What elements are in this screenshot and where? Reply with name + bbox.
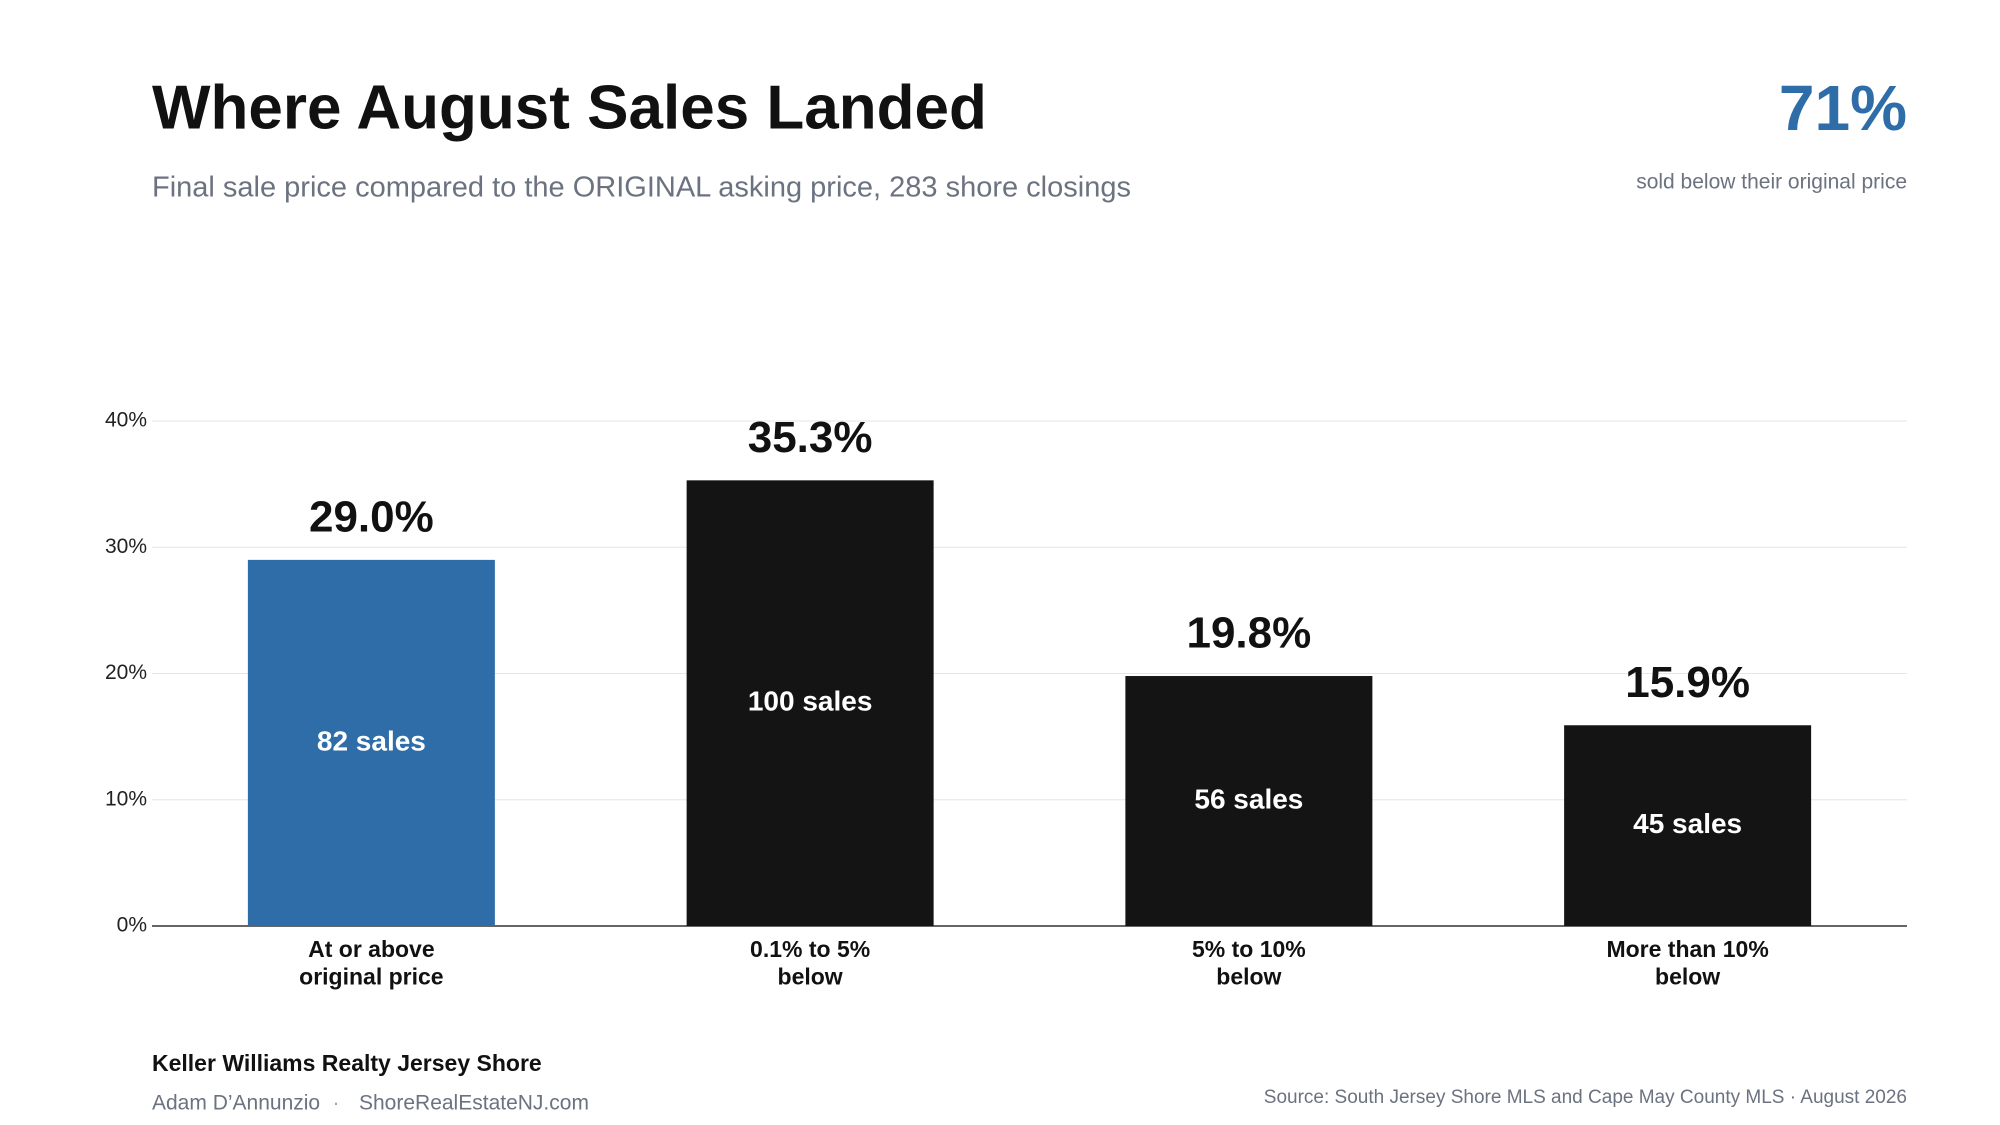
chart-subtitle: Final sale price compared to the ORIGINA… bbox=[152, 172, 1131, 204]
x-tick-label: At or above original price bbox=[299, 936, 443, 990]
x-tick-label: 0.1% to 5% below bbox=[750, 936, 870, 990]
chart-title: Where August Sales Landed bbox=[152, 73, 987, 142]
y-tick-label: 0% bbox=[117, 914, 147, 937]
footer-separator: · bbox=[333, 1092, 340, 1115]
x-tick-label: 5% to 10% below bbox=[1192, 936, 1306, 990]
bar-label: 100 sales bbox=[748, 686, 873, 717]
footer-brand: Keller Williams Realty Jersey Shore bbox=[152, 1050, 542, 1076]
value-label: 15.9% bbox=[1625, 658, 1750, 707]
bar-label: 45 sales bbox=[1633, 808, 1742, 839]
y-tick-label: 20% bbox=[105, 661, 147, 684]
bar bbox=[247, 559, 495, 926]
footer-source: Source: South Jersey Shore MLS and Cape … bbox=[1264, 1087, 1907, 1108]
footer-website: ShoreRealEstateNJ.com bbox=[359, 1092, 589, 1115]
y-tick-label: 40% bbox=[105, 409, 147, 432]
y-tick-label: 10% bbox=[105, 787, 147, 810]
footer-author: Adam D’Annunzio bbox=[152, 1092, 320, 1115]
bar-label: 82 sales bbox=[317, 725, 426, 756]
bar bbox=[1564, 725, 1812, 926]
bar bbox=[1125, 676, 1373, 926]
value-label: 29.0% bbox=[309, 493, 434, 542]
value-label: 19.8% bbox=[1186, 609, 1311, 658]
y-tick-label: 30% bbox=[105, 535, 147, 558]
bar-label: 56 sales bbox=[1194, 783, 1303, 814]
x-tick-label: More than 10% below bbox=[1606, 936, 1768, 990]
bar bbox=[686, 480, 934, 926]
highlight-caption: sold below their original price bbox=[1636, 171, 1907, 194]
value-label: 35.3% bbox=[748, 413, 873, 462]
highlight-value: 71% bbox=[1779, 72, 1907, 144]
